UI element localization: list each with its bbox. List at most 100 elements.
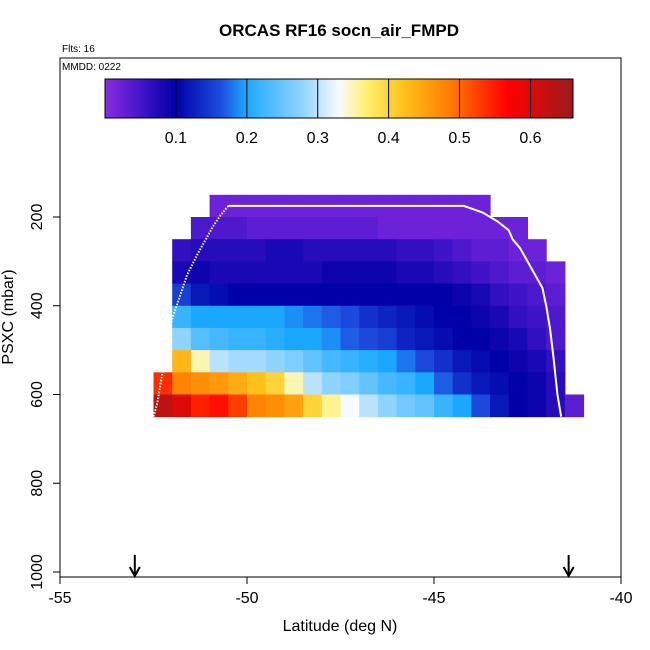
heatmap-cell (303, 217, 323, 240)
heatmap-cell (303, 327, 323, 351)
heatmap-cell (452, 350, 472, 373)
heatmap-cell (471, 394, 491, 418)
heatmap-cell (340, 305, 360, 329)
heatmap-cell (434, 283, 454, 307)
y-axis-label: PSXC (mbar) (0, 269, 17, 364)
heatmap-cell (190, 327, 211, 351)
heatmap-cell (396, 305, 416, 329)
heatmap-cell (527, 372, 547, 395)
heatmap-cell (265, 261, 285, 285)
heatmap-cell (546, 305, 566, 329)
heatmap-cell (564, 394, 585, 418)
heatmap-cell (471, 261, 491, 285)
heatmap-cell (340, 239, 360, 262)
heatmap-cell (377, 394, 398, 418)
heatmap-cell (527, 305, 547, 329)
colorbar-tick-label: 0.1 (165, 130, 187, 147)
heatmap-cell (359, 239, 379, 262)
heatmap-cell (471, 194, 491, 218)
heatmap-cell (415, 327, 435, 351)
heatmap-cell (247, 261, 267, 285)
heatmap-cell (508, 327, 528, 351)
heatmap-cell (471, 217, 491, 240)
heatmap-cell (471, 327, 491, 351)
overlay-line-left (152, 205, 230, 417)
x-axis: -55 -50 -45 -40 (48, 576, 633, 607)
y-tick-label: 600 (29, 381, 46, 408)
heatmap-cell (471, 283, 491, 307)
y-tick-label: 200 (29, 204, 46, 231)
heatmap-cell (471, 305, 491, 329)
flight-range-markers (128, 555, 575, 579)
colorbar-tick-label: 0.6 (519, 130, 541, 147)
heatmap-cell (247, 283, 267, 307)
heatmap-cell (172, 239, 192, 262)
heatmap-cell (490, 327, 510, 351)
heatmap-cell (359, 394, 379, 418)
heatmap-cell (359, 372, 379, 395)
heatmap-cell (321, 305, 341, 329)
heatmap-cell (377, 239, 398, 262)
heatmap-cell (359, 350, 379, 373)
heatmap-cell (190, 239, 211, 262)
flights-annotation: Flts: 16 (62, 44, 95, 55)
heatmap-cell (527, 261, 547, 285)
heatmap-cell (190, 394, 211, 418)
heatmap-cell (153, 372, 173, 395)
heatmap-cell (508, 283, 528, 307)
heatmap-cell (247, 305, 267, 329)
heatmap-cell (452, 261, 472, 285)
heatmap-cell (321, 372, 341, 395)
colorbar-tick-label: 0.5 (448, 130, 470, 147)
y-tick-label: 400 (29, 292, 46, 319)
heatmap-cell (265, 217, 285, 240)
chart-title: ORCAS RF16 socn_air_FMPD (219, 21, 459, 40)
heatmap-cell (452, 239, 472, 262)
x-tick-label: -40 (609, 590, 632, 607)
heatmap-cell (247, 350, 267, 373)
heatmap-cell (546, 283, 566, 307)
heatmap-cell (228, 261, 248, 285)
heatmap-cell (508, 239, 528, 262)
heatmap-cell (247, 372, 267, 395)
heatmap-cell (340, 327, 360, 351)
heatmap-cell (546, 350, 566, 373)
heatmap-cell (265, 327, 285, 351)
heatmap-cell (172, 372, 192, 395)
heatmap-cell (340, 261, 360, 285)
heatmap-cell (396, 350, 416, 373)
heatmap-cell (527, 327, 547, 351)
heatmap-cell (415, 372, 435, 395)
heatmap-cell (303, 372, 323, 395)
heatmap-cell (190, 283, 211, 307)
heatmap-cell (546, 261, 566, 285)
heatmap-cell (508, 372, 528, 395)
x-tick-label: -55 (48, 590, 71, 607)
heatmap-cell (396, 261, 416, 285)
flight-range-arrow (128, 555, 141, 579)
heatmap-cell (340, 217, 360, 240)
heatmap-cell (247, 217, 267, 240)
heatmap-cell (490, 372, 510, 395)
heatmap-cell (284, 394, 304, 418)
heatmap-cell (228, 283, 248, 307)
colorbar: 0.1 0.2 0.3 0.4 0.5 0.6 (104, 78, 574, 147)
heatmap-cell (434, 394, 454, 418)
heatmap-cell (452, 394, 472, 418)
heatmap-cell (434, 261, 454, 285)
heatmap-cell (321, 261, 341, 285)
heatmap-cell (377, 327, 398, 351)
overlay-line-right (228, 204, 563, 417)
heatmap-cell (265, 350, 285, 373)
heatmap-cell (303, 261, 323, 285)
heatmap-cell (303, 283, 323, 307)
heatmap-cell (359, 217, 379, 240)
heatmap-cell (284, 239, 304, 262)
heatmap-cell (209, 194, 229, 218)
heatmap-cell (321, 283, 341, 307)
heatmap-cell (508, 261, 528, 285)
heatmap-cell (396, 394, 416, 418)
heatmap-cell (527, 394, 547, 418)
heatmap-cell (190, 305, 211, 329)
heatmap-cell (190, 217, 211, 240)
